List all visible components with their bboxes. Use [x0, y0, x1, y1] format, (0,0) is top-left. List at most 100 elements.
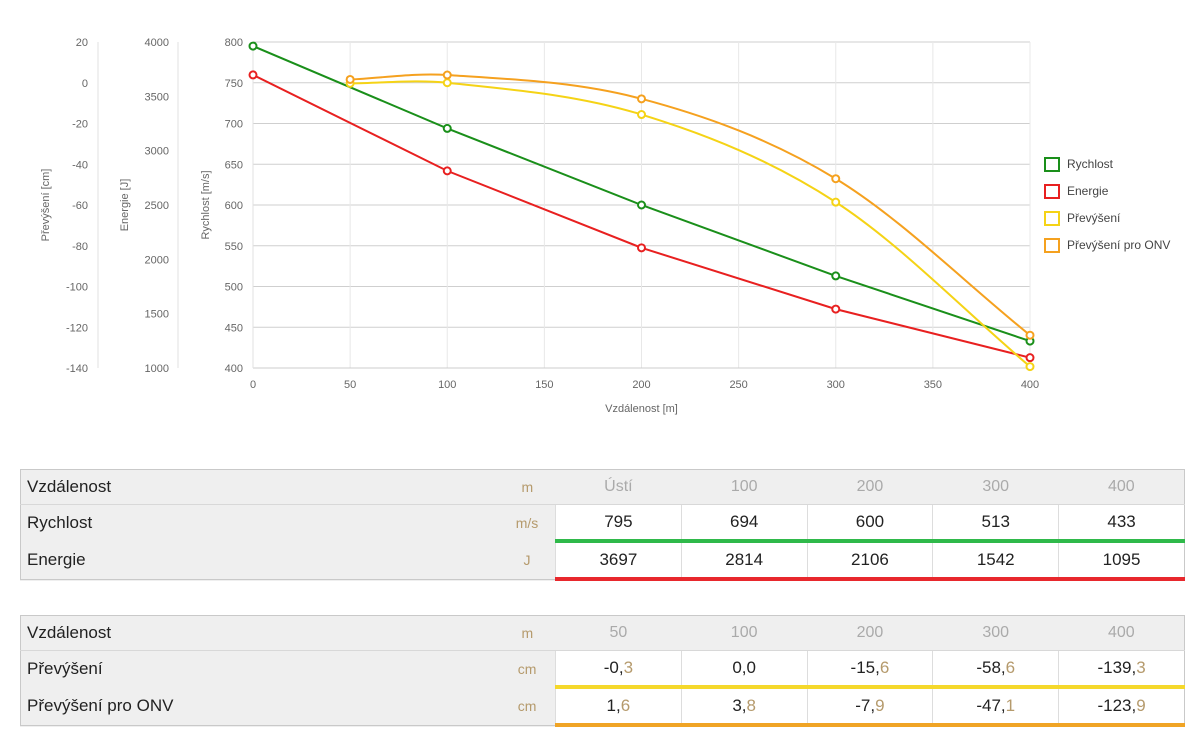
data-point-p-ev-en-pro-onv	[637, 94, 646, 104]
velocity-axis-title: Rychlost [m/s]	[200, 170, 212, 239]
cell-value: -123,9	[1058, 687, 1185, 727]
energy-axis-title: Energie [J]	[119, 179, 131, 232]
header-label: Vzdálenost	[20, 615, 500, 651]
cell-value: 2814	[680, 541, 808, 581]
data-point-energie	[1025, 353, 1035, 363]
header-unit: m	[499, 469, 556, 505]
header-distance: 100	[681, 469, 808, 505]
x-axis-title: Vzdálenost [m]	[605, 403, 678, 415]
cell-value: 2106	[806, 541, 933, 581]
header-distance: 200	[807, 469, 933, 505]
table-row-velocity: Rychlost m/s 795 694 600 513 433	[20, 504, 1185, 543]
x-tick-label: 350	[924, 379, 942, 391]
x-tick-label: 200	[632, 379, 650, 391]
drop-tick-label: -100	[66, 282, 88, 294]
cell-value: 1095	[1058, 541, 1185, 581]
x-tick-label: 400	[1021, 379, 1039, 391]
velocity-tick-label: 650	[225, 159, 243, 171]
legend-swatch-rychlost	[1044, 157, 1060, 172]
velocity-tick-label: 450	[225, 322, 243, 334]
row-unit: m/s	[499, 504, 556, 541]
cell-value: -58,6	[932, 650, 1059, 689]
cell-value: -139,3	[1058, 650, 1185, 689]
x-tick-label: 0	[250, 379, 256, 391]
data-point-p-ev-en-pro-onv	[831, 174, 841, 184]
drop-axis-title: Převýšení [cm]	[40, 169, 52, 242]
table-row-drop: Převýšení cm -0,3 0,0 -15,6 -58,6 -139,3	[20, 650, 1185, 689]
ballistics-table-drop: Vzdálenost m 50 100 200 300 400 Převýšen…	[20, 615, 1185, 727]
ballistics-table-velocity-energy: Vzdálenost m Ústí 100 200 300 400 Rychlo…	[20, 469, 1185, 581]
cell-value: 600	[806, 504, 933, 543]
velocity-tick-label: 800	[225, 37, 243, 49]
header-unit: m	[499, 615, 556, 651]
drop-tick-label: -20	[72, 119, 88, 131]
cell-value: 1,6	[555, 687, 682, 727]
legend-label-p-ev-en-pro-onv: Převýšení pro ONV	[1067, 238, 1170, 252]
data-point-p-ev-en-	[1025, 362, 1035, 372]
data-point-p-ev-en-	[831, 197, 841, 207]
energy-tick-label: 2500	[145, 200, 169, 212]
drop-tick-label: 20	[76, 37, 88, 49]
header-distance: 300	[932, 469, 1059, 505]
table-header-row: Vzdálenost m Ústí 100 200 300 400	[20, 469, 1185, 505]
drop-tick-label: 0	[82, 78, 88, 90]
energy-tick-label: 3500	[145, 91, 169, 103]
cell-value: 3,8	[680, 687, 808, 727]
header-label: Vzdálenost	[20, 469, 500, 505]
row-unit: cm	[499, 687, 556, 725]
legend-label-p-ev-en-: Převýšení	[1067, 211, 1121, 225]
cell-value: 3697	[555, 541, 682, 581]
cell-value: 0,0	[680, 650, 808, 689]
row-unit: cm	[499, 650, 556, 687]
drop-tick-label: -140	[66, 363, 88, 375]
data-point-p-ev-en-	[442, 78, 452, 88]
legend-swatch-p-ev-en-	[1044, 211, 1060, 226]
cell-value: 694	[680, 504, 808, 543]
legend-swatch-energie	[1044, 184, 1060, 199]
cell-value: 795	[555, 504, 682, 543]
data-point-energie	[637, 243, 646, 253]
data-point-energie	[248, 70, 258, 80]
cell-value: -47,1	[932, 687, 1059, 727]
data-point-energie	[831, 304, 841, 314]
row-unit: J	[499, 541, 556, 579]
velocity-tick-label: 500	[225, 282, 243, 294]
legend-label-rychlost: Rychlost	[1067, 157, 1114, 171]
x-tick-label: 300	[827, 379, 845, 391]
energy-tick-label: 3000	[145, 146, 169, 158]
data-point-rychlost	[248, 41, 258, 51]
energy-tick-label: 4000	[145, 37, 169, 49]
row-label: Převýšení	[20, 650, 500, 687]
row-label: Energie	[20, 541, 500, 579]
data-point-p-ev-en-pro-onv	[442, 70, 452, 80]
cell-value: -15,6	[806, 650, 933, 689]
row-label: Rychlost	[20, 504, 500, 541]
cell-value: 513	[932, 504, 1059, 543]
row-label: Převýšení pro ONV	[20, 687, 500, 725]
velocity-tick-label: 400	[225, 363, 243, 375]
data-point-energie	[442, 166, 452, 176]
drop-tick-label: -40	[72, 159, 88, 171]
drop-tick-label: -80	[72, 241, 88, 253]
header-distance: 400	[1058, 469, 1185, 505]
cell-value: 433	[1058, 504, 1185, 543]
energy-tick-label: 1500	[145, 309, 169, 321]
velocity-tick-label: 700	[225, 119, 243, 131]
drop-tick-label: -60	[72, 200, 88, 212]
data-point-p-ev-en-pro-onv	[345, 74, 355, 84]
header-distance: 400	[1058, 615, 1185, 651]
header-distance: 100	[681, 615, 808, 651]
table-row-energy: Energie J 3697 2814 2106 1542 1095	[20, 541, 1185, 581]
data-point-rychlost	[442, 123, 452, 133]
velocity-tick-label: 550	[225, 241, 243, 253]
table-row-drop-onv: Převýšení pro ONV cm 1,6 3,8 -7,9 -47,1 …	[20, 687, 1185, 727]
data-point-p-ev-en-	[637, 110, 646, 120]
data-point-rychlost	[637, 200, 646, 210]
x-tick-label: 50	[344, 379, 356, 391]
header-distance: 200	[807, 615, 933, 651]
x-tick-label: 250	[729, 379, 747, 391]
velocity-tick-label: 600	[225, 200, 243, 212]
legend-swatch-p-ev-en-pro-onv	[1044, 238, 1060, 253]
cell-value: -7,9	[806, 687, 933, 727]
